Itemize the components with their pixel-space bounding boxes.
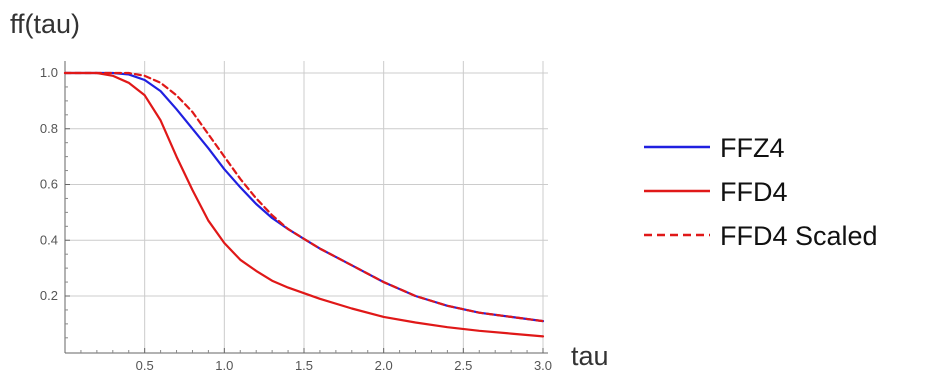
legend: FFZ4 FFD4 FFD4 Scaled bbox=[644, 133, 878, 251]
grid-lines bbox=[65, 61, 548, 353]
legend-label: FFD4 bbox=[720, 177, 788, 207]
axes bbox=[64, 61, 548, 354]
y-axis-title: ff(tau) bbox=[10, 9, 80, 39]
y-tick-label: 0.2 bbox=[40, 288, 58, 303]
legend-label: FFZ4 bbox=[720, 133, 785, 163]
x-tick-label: 1.5 bbox=[295, 358, 313, 373]
y-tick-labels: 0.2 0.4 0.6 0.8 1.0 bbox=[40, 65, 58, 303]
series-layer bbox=[63, 71, 545, 338]
y-tick-label: 1.0 bbox=[40, 65, 58, 80]
series-line-ffd4-scaled bbox=[63, 71, 545, 323]
y-tick-label: 0.6 bbox=[40, 177, 58, 192]
legend-label: FFD4 Scaled bbox=[720, 221, 878, 251]
series-line-ffd4 bbox=[63, 71, 545, 338]
x-tick-label: 3.0 bbox=[534, 358, 552, 373]
y-tick-label: 0.4 bbox=[40, 232, 58, 247]
tick-marks bbox=[65, 72, 544, 353]
x-tick-label: 2.5 bbox=[454, 358, 472, 373]
x-axis-title: tau bbox=[571, 341, 609, 371]
x-tick-labels: 0.5 1.0 1.5 2.0 2.5 3.0 bbox=[136, 358, 552, 373]
x-tick-label: 2.0 bbox=[375, 358, 393, 373]
y-tick-label: 0.8 bbox=[40, 121, 58, 136]
x-tick-label: 1.0 bbox=[215, 358, 233, 373]
x-tick-label: 0.5 bbox=[136, 358, 154, 373]
